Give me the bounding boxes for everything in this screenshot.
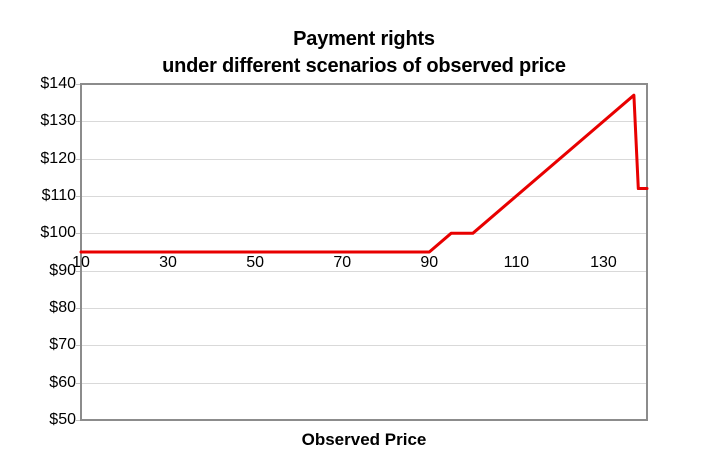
chart-title: Payment rights under different scenarios… — [81, 26, 647, 80]
x-axis-label-50: 50 — [246, 254, 265, 271]
y-axis-label-120: $120 — [40, 149, 76, 167]
y-axis-label-110: $110 — [41, 187, 76, 204]
y-axis-label-140: $140 — [40, 75, 76, 92]
y-axis-label-70: $70 — [49, 336, 76, 354]
y-axis-label-50: $50 — [49, 411, 76, 428]
chart-title-line1: Payment rights — [293, 28, 435, 50]
x-axis-label-30: 30 — [159, 254, 177, 271]
x-axis-title: Observed Price — [301, 430, 427, 449]
x-axis-label-10: 10 — [72, 254, 90, 271]
y-axis-label-60: $60 — [49, 373, 76, 391]
x-axis-label-110: 110 — [503, 254, 530, 271]
chart-title-line2: under different scenarios of observed pr… — [162, 55, 566, 77]
x-axis-label-90: 90 — [420, 254, 439, 271]
series-line-0 — [79, 93, 649, 254]
y-axis-label-80: $80 — [49, 299, 76, 316]
x-axis-label-130: 130 — [590, 254, 617, 271]
y-axis-label-90: $90 — [49, 261, 76, 279]
x-axis-label-70: 70 — [333, 254, 352, 271]
y-axis-label-130: $130 — [40, 112, 76, 130]
y-axis-label-100: $100 — [40, 224, 76, 242]
